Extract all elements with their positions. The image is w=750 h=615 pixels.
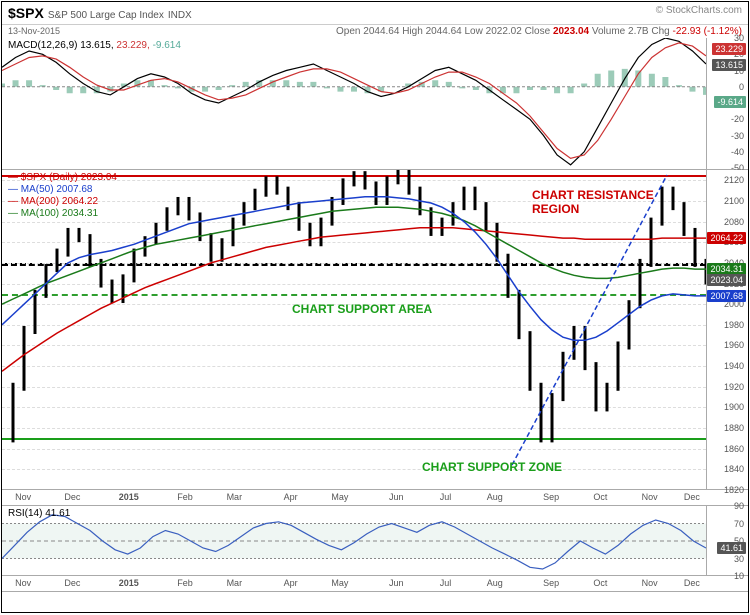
ohlc-line: 13-Nov-2015 Open 2044.64 High 2044.64 Lo… <box>2 25 748 38</box>
ticker-name: S&P 500 Large Cap Index <box>48 10 164 21</box>
macd-panel: MACD(12,26,9) 13.615, 23.229, -9.614 302… <box>2 38 748 170</box>
ohlc-values: Open 2044.64 High 2044.64 Low 2022.02 Cl… <box>336 26 742 37</box>
attribution: © StockCharts.com <box>656 5 742 21</box>
chart-header: $SPX S&P 500 Large Cap Index INDX © Stoc… <box>2 2 748 25</box>
rsi-label: RSI(14) 41.61 <box>8 508 70 519</box>
chart-container: $SPX S&P 500 Large Cap Index INDX © Stoc… <box>1 1 749 613</box>
annotation: CHART SUPPORT AREA <box>292 302 432 316</box>
macd-label: MACD(12,26,9) 13.615, 23.229, -9.614 <box>8 40 181 51</box>
annotation: CHART SUPPORT ZONE <box>422 460 562 474</box>
annotation: CHART RESISTANCE REGION <box>532 188 654 216</box>
price-legend: — $SPX (Daily) 2023.04— MA(50) 2007.68— … <box>8 172 117 220</box>
x-axis-bottom: NovDec2015FebMarAprMayJunJulAugSepOctNov… <box>2 576 748 592</box>
change-value: -22.93 (-1.12%) <box>673 26 742 37</box>
rsi-panel: RSI(14) 41.61 907050301041.61 <box>2 506 748 576</box>
x-axis: NovDec2015FebMarAprMayJunJulAugSepOctNov… <box>2 490 748 506</box>
ticker-symbol: $SPX <box>8 5 44 21</box>
exchange: INDX <box>168 10 192 21</box>
chart-date: 13-Nov-2015 <box>8 26 60 37</box>
close-value: 2023.04 <box>553 26 589 37</box>
price-panel: — $SPX (Daily) 2023.04— MA(50) 2007.68— … <box>2 170 748 490</box>
